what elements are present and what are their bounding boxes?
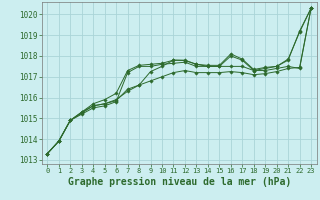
X-axis label: Graphe pression niveau de la mer (hPa): Graphe pression niveau de la mer (hPa) <box>68 177 291 187</box>
